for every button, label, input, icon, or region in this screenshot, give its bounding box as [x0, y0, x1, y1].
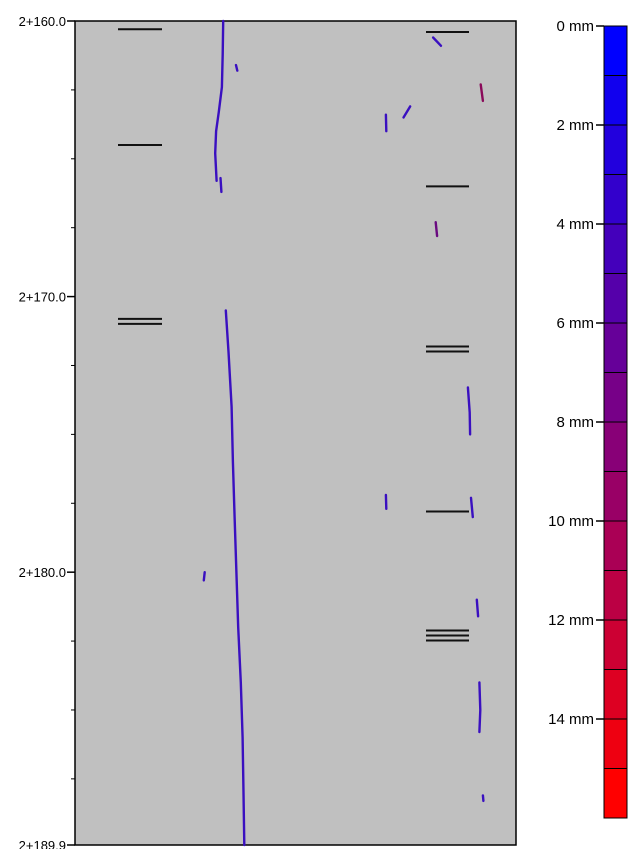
color-scale-band — [603, 25, 628, 76]
color-scale-band — [603, 619, 628, 670]
color-scale-label: 6 mm — [557, 315, 595, 332]
crack-trace — [234, 63, 239, 72]
color-scale-band — [603, 669, 628, 720]
chainage-label: 2+180.0 — [19, 565, 66, 580]
color-scale-label: 14 mm — [548, 711, 594, 728]
chainage-label: 2+170.0 — [19, 290, 66, 305]
crack-trace — [469, 496, 474, 519]
color-scale-label: 8 mm — [557, 414, 595, 431]
color-scale-band — [603, 471, 628, 522]
pavement-panel — [74, 20, 517, 846]
color-scale-band — [603, 124, 628, 175]
crack-traces — [202, 19, 485, 847]
chainage-axis: 2+160.0 2+170.0 2+180.0 2+189.9 — [19, 14, 75, 849]
color-scale-band — [603, 421, 628, 472]
color-scale-label: 0 mm — [557, 18, 595, 35]
chainage-label: 2+160.0 — [19, 14, 66, 29]
color-scale-band — [603, 372, 628, 423]
color-scale-label: 2 mm — [557, 117, 595, 134]
color-scale-label: 4 mm — [557, 216, 595, 233]
crack-trace — [224, 309, 246, 847]
color-scale-band — [603, 75, 628, 126]
color-scale-band — [603, 322, 628, 373]
color-scale-band — [603, 223, 628, 274]
color-scale-band — [603, 273, 628, 324]
crack-trace — [431, 36, 443, 47]
crack-trace — [402, 105, 412, 119]
crack-trace — [475, 598, 480, 618]
chainage-label: 2+189.9 — [19, 838, 66, 849]
crack-trace — [219, 176, 223, 194]
color-scale-band — [603, 570, 628, 621]
color-scale-label: 10 mm — [548, 513, 594, 530]
panel-background — [74, 20, 517, 846]
crack-trace — [481, 794, 485, 803]
crack-width-color-scale: 0 mm 2 mm 4 mm 6 mm 8 mm 10 mm 12 mm 14 mm — [548, 18, 628, 819]
crack-trace — [479, 83, 485, 103]
color-scale-band — [603, 768, 628, 819]
color-scale-band — [603, 718, 628, 769]
crack-trace — [478, 681, 482, 734]
color-scale-band — [603, 520, 628, 571]
color-scale-band — [603, 174, 628, 225]
crack-trace — [466, 386, 472, 436]
joint-marks — [118, 28, 469, 642]
crack-trace — [213, 19, 225, 183]
color-scale-label: 12 mm — [548, 612, 594, 629]
crack-trace — [202, 571, 206, 582]
crack-trace — [434, 220, 439, 238]
